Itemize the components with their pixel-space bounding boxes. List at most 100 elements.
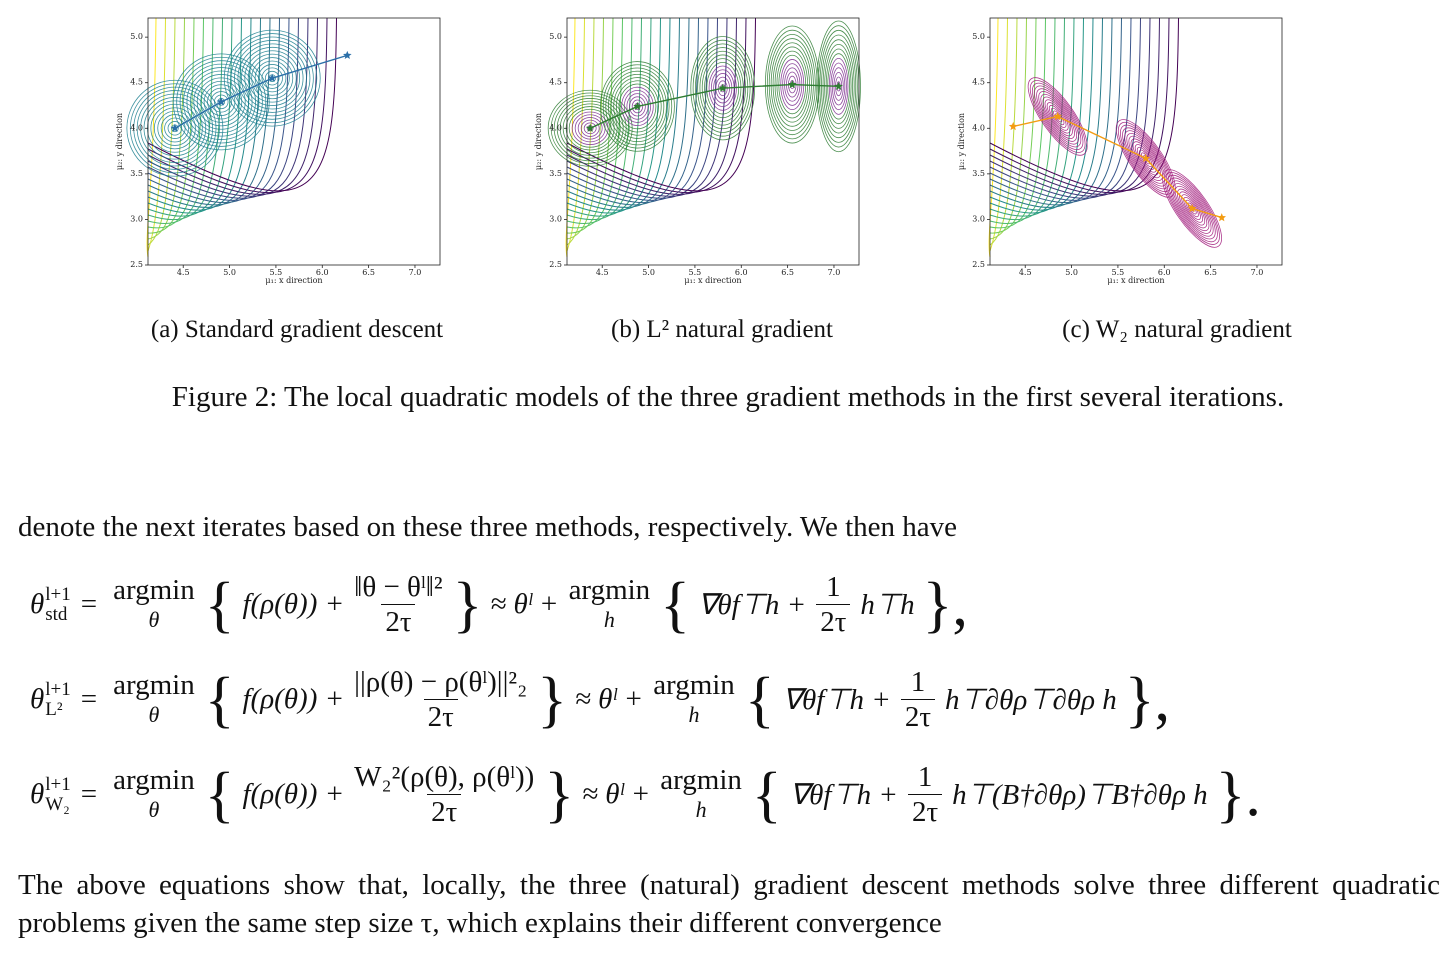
operator: argmin — [653, 668, 735, 701]
contour — [989, 17, 1151, 197]
model-ring — [692, 39, 753, 137]
contour — [988, 17, 999, 258]
model-ring — [1130, 138, 1161, 179]
model-ring — [623, 89, 652, 123]
contour — [989, 17, 1132, 201]
model-ring — [1179, 191, 1206, 226]
paragraph: denote the next iterates based on these … — [18, 511, 958, 543]
figure-caption: Figure 2: The local quadratic models of … — [171, 381, 1285, 413]
term: f(ρ(θ)) + — [242, 588, 345, 620]
model-ring — [556, 98, 624, 159]
model-ring — [1032, 82, 1084, 151]
numerator: 1 — [826, 571, 841, 603]
lhs: θ l+1 W₂ — [30, 773, 71, 815]
subplot: 4.5 5.0 5.5 6.0 6.5 7.0 2.5 3.0 3.5 4.0 4.5 5.0 μ₁: … — [534, 17, 861, 285]
superscript: l+1 — [45, 773, 71, 795]
x-tick-label: 4.5 — [1019, 268, 1032, 277]
x-tick-label: 6.0 — [316, 268, 329, 277]
y-axis-label: μ₂: y direction — [534, 113, 543, 170]
model-ring — [621, 86, 654, 127]
fraction: 1 2τ — [816, 570, 851, 639]
model-ring — [559, 100, 621, 156]
model-ring — [1128, 135, 1163, 181]
model-ring — [1029, 80, 1086, 153]
fraction: W₂²(ρ(θ), ρ(θˡ)) 2τ — [354, 760, 534, 829]
contour — [566, 17, 642, 221]
model-ring — [1040, 93, 1075, 139]
model-ring — [1162, 169, 1222, 248]
term: h⊤∂θρ⊤∂θρ h — [945, 684, 1117, 716]
contour — [146, 17, 157, 258]
model-ring — [167, 121, 183, 136]
contour — [989, 17, 1170, 194]
denominator: 2τ — [381, 604, 416, 639]
model-ring — [247, 53, 297, 103]
denominator: 2τ — [423, 699, 458, 734]
contour — [989, 17, 1113, 206]
model-ring — [770, 38, 814, 131]
iterate-marker — [170, 123, 180, 132]
model-ring — [1164, 172, 1220, 245]
y-axis-label: μ₂: y direction — [957, 113, 966, 170]
model-ring — [1048, 104, 1067, 128]
y-tick-label: 3.5 — [549, 169, 562, 178]
brace: { — [204, 665, 235, 734]
contour — [147, 17, 318, 195]
model-ring — [699, 50, 746, 126]
subscript: std — [45, 603, 68, 625]
model-ring — [227, 33, 318, 124]
x-axis-label: μ₁: x direction — [265, 276, 322, 285]
denominator: 2τ — [816, 604, 851, 639]
term: ∇θf⊤h + — [697, 589, 807, 621]
contour — [989, 17, 1018, 246]
model-ring — [157, 110, 193, 146]
model-ring — [1134, 144, 1157, 173]
x-tick-label: 6.5 — [1204, 268, 1217, 277]
y-tick-label: 2.5 — [130, 260, 143, 269]
contour — [989, 17, 1027, 240]
fraction: 1 2τ — [900, 665, 936, 734]
contour — [566, 17, 756, 192]
figure: 4.5 5.0 5.5 6.0 6.5 7.0 2.5 3.0 3.5 4.0 4.5 5.0 μ₁: … — [115, 17, 1283, 285]
trajectory — [174, 54, 348, 129]
x-tick-label: 6.0 — [1158, 268, 1171, 277]
brace: } — [544, 760, 575, 829]
contour — [147, 17, 242, 214]
model-ring — [1172, 183, 1212, 234]
model-ring — [193, 74, 250, 130]
model-ring — [1115, 119, 1176, 198]
argmin-var: h — [603, 606, 615, 632]
model-ring — [1046, 102, 1069, 131]
y-tick-label: 2.5 — [972, 260, 985, 269]
contour — [565, 17, 576, 258]
local-model — [600, 61, 675, 152]
contour — [989, 17, 1084, 214]
x-tick-label: 7.0 — [1251, 268, 1264, 277]
subscript: W₂ — [45, 793, 70, 815]
model-ring — [613, 77, 662, 136]
model-ring — [196, 77, 246, 127]
argmin: argmin θ — [113, 765, 195, 825]
contour — [566, 17, 604, 240]
model-ring — [600, 61, 675, 152]
model-ring — [207, 87, 236, 116]
operator: argmin — [660, 763, 742, 796]
contour — [566, 17, 671, 211]
y-tick-label: 2.5 — [549, 260, 562, 269]
x-tick-label: 7.0 — [828, 268, 841, 277]
model-ring — [1176, 188, 1208, 229]
model-ring — [251, 57, 294, 100]
iterate-marker — [718, 83, 727, 92]
y-tick-label: 3.0 — [549, 214, 562, 223]
numerator: 1 — [917, 761, 933, 793]
iterate-marker — [343, 50, 352, 59]
term: h⊤(B†∂θρ)⊤B†∂θρ h — [952, 779, 1208, 811]
contour — [989, 17, 1037, 234]
contour — [147, 17, 214, 225]
model-ring — [1122, 127, 1170, 190]
paragraph: The above equations show that, locally, … — [18, 869, 1440, 939]
model-ring — [261, 67, 283, 89]
x-tick-label: 5.0 — [642, 268, 655, 277]
contour — [989, 17, 1141, 199]
term: f(ρ(θ)) + — [242, 778, 345, 810]
